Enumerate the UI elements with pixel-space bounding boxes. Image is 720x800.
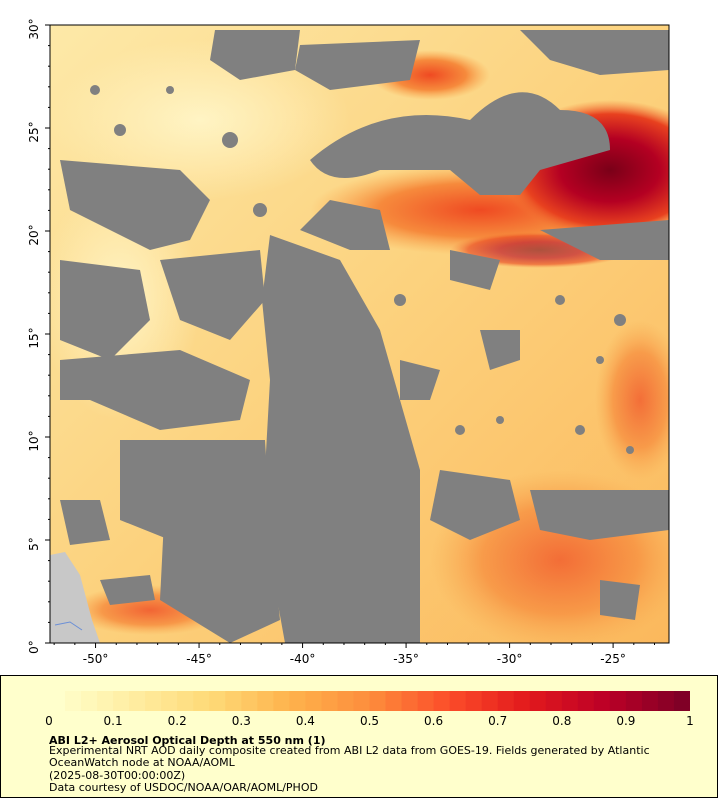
colorbar-segment <box>97 691 114 711</box>
colorbar-segment <box>545 691 563 711</box>
colorbar-segment <box>561 691 579 711</box>
colorbar-tick-label: 0.3 <box>231 714 251 728</box>
colorbar <box>49 691 690 711</box>
legend-date: (2025-08-30T00:00:00Z) <box>49 769 186 782</box>
longitude-label: -35° <box>393 652 419 666</box>
colorbar-segment <box>449 691 467 711</box>
colorbar-segment <box>193 691 210 711</box>
colorbar-segment <box>465 691 483 711</box>
legend-credit: Data courtesy of USDOC/NOAA/OAR/AOML/PHO… <box>49 781 318 794</box>
latitude-label: 10° <box>27 430 41 451</box>
colorbar-tick-label: 1 <box>686 714 694 728</box>
colorbar-segment <box>577 691 595 711</box>
river-line <box>54 621 83 631</box>
colorbar-segment <box>625 691 643 711</box>
longitude-label: -40° <box>290 652 316 666</box>
land-mass <box>50 552 100 643</box>
colorbar-segment <box>257 691 274 711</box>
colorbar-tick-label: 0 <box>45 714 53 728</box>
latitude-label: 15° <box>27 327 41 348</box>
colorbar-segment <box>113 691 130 711</box>
colorbar-segment <box>337 691 354 711</box>
colorbar-tick-label: 0.6 <box>424 714 444 728</box>
colorbar-segment <box>241 691 258 711</box>
longitude-label: -25° <box>600 652 626 666</box>
colorbar-segment <box>609 691 627 711</box>
latitude-label: 30° <box>27 18 41 39</box>
colorbar-tick-label: 0.2 <box>167 714 187 728</box>
colorbar-segment <box>289 691 306 711</box>
latitude-label: 0° <box>27 640 41 654</box>
colorbar-segment <box>49 691 66 711</box>
colorbar-segment <box>385 691 403 711</box>
colorbar-segment <box>433 691 451 711</box>
colorbar-segment <box>417 691 435 711</box>
colorbar-segment <box>161 691 178 711</box>
no-data-region <box>60 30 669 643</box>
colorbar-segment <box>529 691 547 711</box>
colorbar-segment <box>145 691 162 711</box>
colorbar-segment <box>673 691 690 711</box>
colorbar-segment <box>321 691 338 711</box>
colorbar-tick-label: 0.9 <box>616 714 636 728</box>
colorbar-segment <box>65 691 82 711</box>
colorbar-segment <box>497 691 515 711</box>
colorbar-segment <box>513 691 531 711</box>
colorbar-segment <box>273 691 290 711</box>
colorbar-tick-label: 0.1 <box>103 714 123 728</box>
colorbar-segment <box>401 691 419 711</box>
longitude-label: -30° <box>497 652 523 666</box>
colorbar-segment <box>353 691 370 711</box>
colorbar-segment <box>305 691 322 711</box>
colorbar-tick-label: 0.5 <box>359 714 380 728</box>
legend-panel: 0 0.1 0.2 0.3 0.4 0.5 0.6 0.7 0.8 0.9 1 ABI L2+ Ae… <box>0 675 718 798</box>
longitude-label: -45° <box>186 652 212 666</box>
latitude-label: 25° <box>27 121 41 142</box>
colorbar-segment <box>225 691 242 711</box>
colorbar-tick-label: 0.8 <box>552 714 572 728</box>
colorbar-segment <box>593 691 611 711</box>
colorbar-segment <box>177 691 194 711</box>
colorbar-segment <box>369 691 387 711</box>
latitude-label: 5° <box>27 537 41 551</box>
colorbar-tick-label: 0.7 <box>488 714 508 728</box>
colorbar-segment <box>481 691 499 711</box>
colorbar-segment <box>657 691 675 711</box>
colorbar-tick-label: 0.4 <box>295 714 315 728</box>
axis-ticks: -50° -45° -40° -35° -30° -25° 0° 5° 10° 15° 20° 25°… <box>27 18 656 666</box>
legend-description: Experimental NRT AOD daily composite cre… <box>49 744 650 769</box>
colorbar-segment <box>129 691 146 711</box>
latitude-label: 20° <box>27 224 41 245</box>
aod-field <box>50 25 669 643</box>
legend-title: ABI L2+ Aerosol Optical Depth at 550 nm … <box>49 734 326 747</box>
colorbar-segment <box>209 691 226 711</box>
aod-map-panel: -50° -45° -40° -35° -30° -25° 0° 5° 10° 15° 20° 25°… <box>27 18 670 666</box>
longitude-label: -50° <box>83 652 109 666</box>
colorbar-segment <box>81 691 98 711</box>
colorbar-segment <box>641 691 659 711</box>
